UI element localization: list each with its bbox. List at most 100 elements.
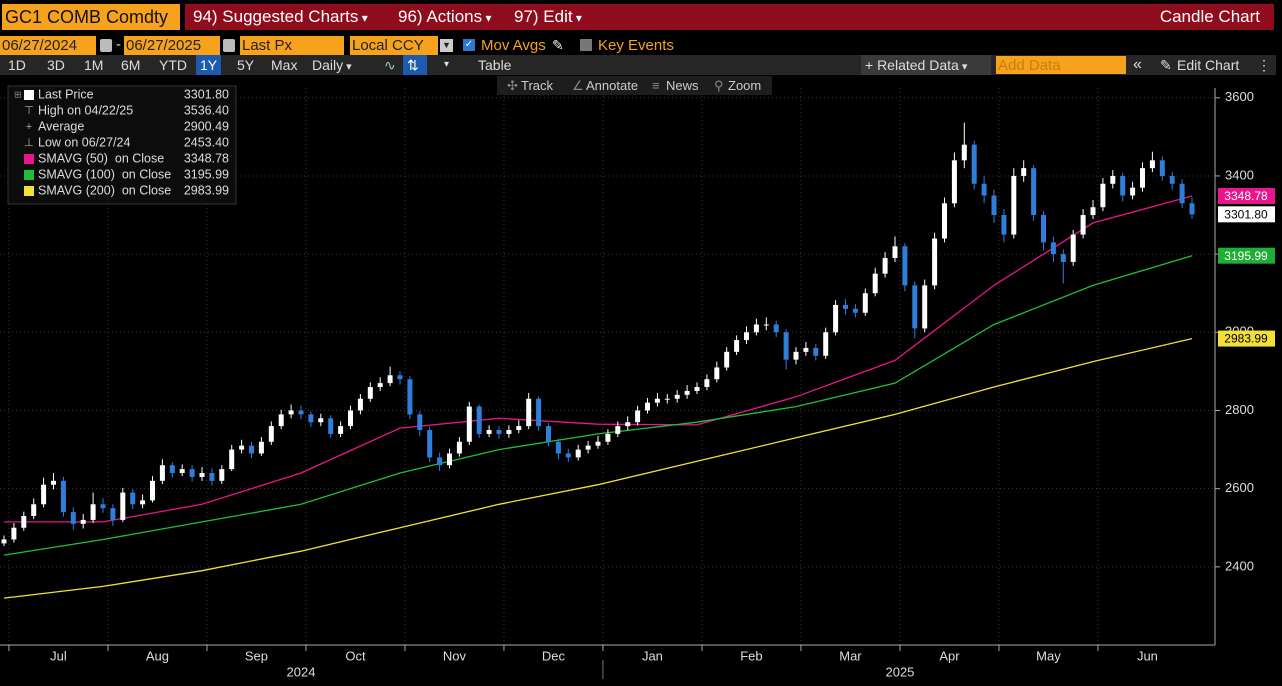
- candle-body: [110, 508, 116, 520]
- period-button[interactable]: 1Y: [196, 55, 222, 75]
- candle-body: [377, 383, 383, 388]
- tool-icon[interactable]: ⚲: [714, 78, 724, 93]
- candle-body: [664, 398, 670, 400]
- pencil-icon[interactable]: ✎: [1160, 57, 1172, 73]
- candle-body: [823, 332, 829, 356]
- candle-body: [1149, 160, 1155, 169]
- period-button[interactable]: 6M: [121, 57, 141, 73]
- candle-body: [1090, 207, 1096, 216]
- moving-average-line: [3, 337, 1193, 599]
- period-button[interactable]: Max: [271, 57, 298, 73]
- candle-body: [1130, 187, 1136, 196]
- menu[interactable]: 97) Edit: [514, 4, 582, 31]
- period-button[interactable]: 5Y: [237, 57, 255, 73]
- candle-body: [615, 426, 621, 434]
- end-date[interactable]: 06/27/2025: [124, 36, 220, 55]
- candle-body: [922, 285, 928, 329]
- tool-button[interactable]: Annotate: [586, 78, 639, 93]
- calendar-icon[interactable]: [100, 39, 112, 52]
- candle-body: [476, 406, 482, 434]
- candle-body: [773, 324, 779, 333]
- candle-body: [31, 504, 37, 517]
- candle-body: [150, 480, 155, 501]
- period-button[interactable]: 1M: [84, 57, 104, 73]
- candle-body: [971, 144, 977, 184]
- candle-body: [486, 430, 492, 434]
- y-tick-label: 2600: [1225, 480, 1254, 495]
- candle-icon[interactable]: ⇅: [403, 55, 427, 75]
- tool-button[interactable]: News: [666, 78, 699, 93]
- tool-button[interactable]: Track: [521, 78, 554, 93]
- period-button[interactable]: YTD: [159, 57, 187, 73]
- candle-body: [684, 390, 690, 395]
- tool-icon[interactable]: ∠: [572, 78, 584, 93]
- currency-select[interactable]: Local CCY: [350, 36, 438, 55]
- candle-body: [437, 457, 443, 466]
- legend-marker: [24, 186, 34, 196]
- candle-body: [1120, 175, 1126, 196]
- dropdown-icon[interactable]: ▾: [444, 59, 450, 70]
- legend-value: 2453.40: [184, 135, 229, 149]
- legend-label: SMAVG (100) on Close: [38, 167, 171, 181]
- line-icon[interactable]: ∿: [384, 57, 396, 73]
- candle-body: [11, 527, 17, 540]
- candle-body: [209, 473, 215, 481]
- tool-icon[interactable]: ≡: [652, 78, 660, 93]
- candle-body: [635, 410, 641, 423]
- y-tick-label: 2800: [1225, 402, 1254, 417]
- tool-button[interactable]: Zoom: [728, 78, 762, 93]
- candle-body: [179, 469, 185, 474]
- edit-chart[interactable]: Edit Chart: [1177, 57, 1240, 73]
- candle-body: [555, 441, 561, 454]
- menu[interactable]: 94) Suggested Charts: [193, 4, 368, 31]
- related-data[interactable]: + Related Data: [861, 55, 991, 75]
- key-events[interactable]: Key Events: [598, 37, 674, 54]
- moving-average-line: [4, 195, 1193, 523]
- candle-body: [318, 418, 324, 423]
- candle-body: [932, 238, 938, 286]
- candle-body: [902, 246, 908, 286]
- ticker-field[interactable]: GC1 COMB Comdty: [2, 4, 180, 30]
- candle-body: [1080, 215, 1086, 235]
- collapse-icon[interactable]: «: [1133, 56, 1142, 73]
- frequency[interactable]: Daily: [308, 55, 356, 75]
- candle-body: [674, 394, 680, 399]
- legend-handle: ⊞: [14, 89, 22, 99]
- value-tag: [1218, 247, 1275, 264]
- period-button[interactable]: 3D: [47, 57, 65, 73]
- legend-marker: ⊥: [24, 137, 34, 149]
- candle-body: [1159, 160, 1165, 176]
- menu[interactable]: 96) Actions: [398, 4, 491, 31]
- period-button[interactable]: 1D: [8, 57, 26, 73]
- start-date[interactable]: 06/27/2024: [0, 36, 96, 55]
- candle-body: [1001, 215, 1007, 235]
- x-tick-label: Aug: [146, 648, 169, 663]
- pencil-icon[interactable]: ✎: [552, 37, 564, 53]
- candle-body: [60, 480, 66, 513]
- legend-label: Average: [38, 119, 84, 133]
- more-icon[interactable]: ⋮: [1257, 57, 1271, 73]
- candle-body: [219, 469, 225, 481]
- x-tick-label: Dec: [542, 648, 566, 663]
- checkbox[interactable]: [580, 39, 592, 51]
- candle-body: [21, 516, 27, 528]
- value-tag: [1218, 206, 1275, 223]
- tool-icon[interactable]: ✣: [507, 78, 518, 93]
- candle-body: [1041, 215, 1046, 243]
- candle-body: [1070, 234, 1076, 262]
- add-data[interactable]: Add Data: [996, 56, 1126, 74]
- candle-body: [41, 484, 47, 505]
- calendar-icon[interactable]: [223, 39, 235, 52]
- candle-body: [783, 332, 789, 360]
- x-tick-label: Feb: [740, 648, 762, 663]
- candle-body: [1, 539, 7, 544]
- candle-body: [575, 449, 581, 458]
- dropdown-icon[interactable]: ▼: [440, 39, 453, 52]
- checkbox[interactable]: ✓: [463, 39, 475, 51]
- candle-body: [258, 441, 264, 454]
- mov-avgs[interactable]: Mov Avgs: [481, 37, 546, 54]
- field-select[interactable]: Last Px: [240, 36, 344, 55]
- table-button[interactable]: Table: [478, 57, 512, 73]
- candle-body: [526, 398, 532, 427]
- candle-body: [100, 504, 106, 509]
